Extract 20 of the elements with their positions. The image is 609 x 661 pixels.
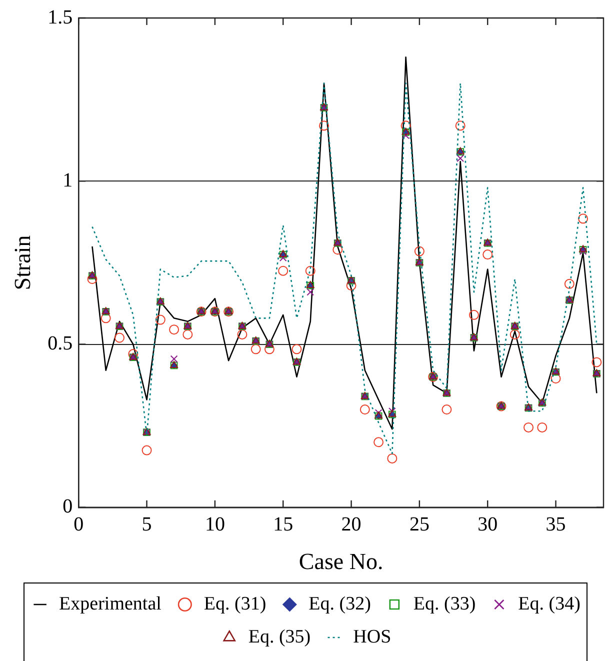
legend-label: Eq. (35) [248,626,311,648]
legend-label: HOS [353,626,392,648]
y-tick-label: 1 [62,169,73,192]
x-tick-label: 10 [204,514,225,536]
legend-label: Eq. (33) [413,593,476,614]
legend-label: Eq. (32) [308,593,371,614]
legend-label: Experimental [59,593,162,614]
x-tick-label: 20 [341,514,362,536]
y-axis-title: Strain [10,234,35,290]
x-tick-label: 35 [546,514,566,536]
x-tick-label: 15 [273,514,294,536]
legend-label: Eq. (34) [518,593,580,614]
y-tick-label: 0.5 [48,332,73,355]
x-tick-label: 30 [478,514,498,536]
x-tick-label: 5 [142,514,152,536]
y-tick-label: 1.5 [48,6,73,28]
legend-label: Eq. (31) [204,593,266,614]
x-tick-label: 25 [409,514,430,536]
y-tick-label: 0 [62,496,73,518]
x-axis-title: Case No. [298,549,384,574]
